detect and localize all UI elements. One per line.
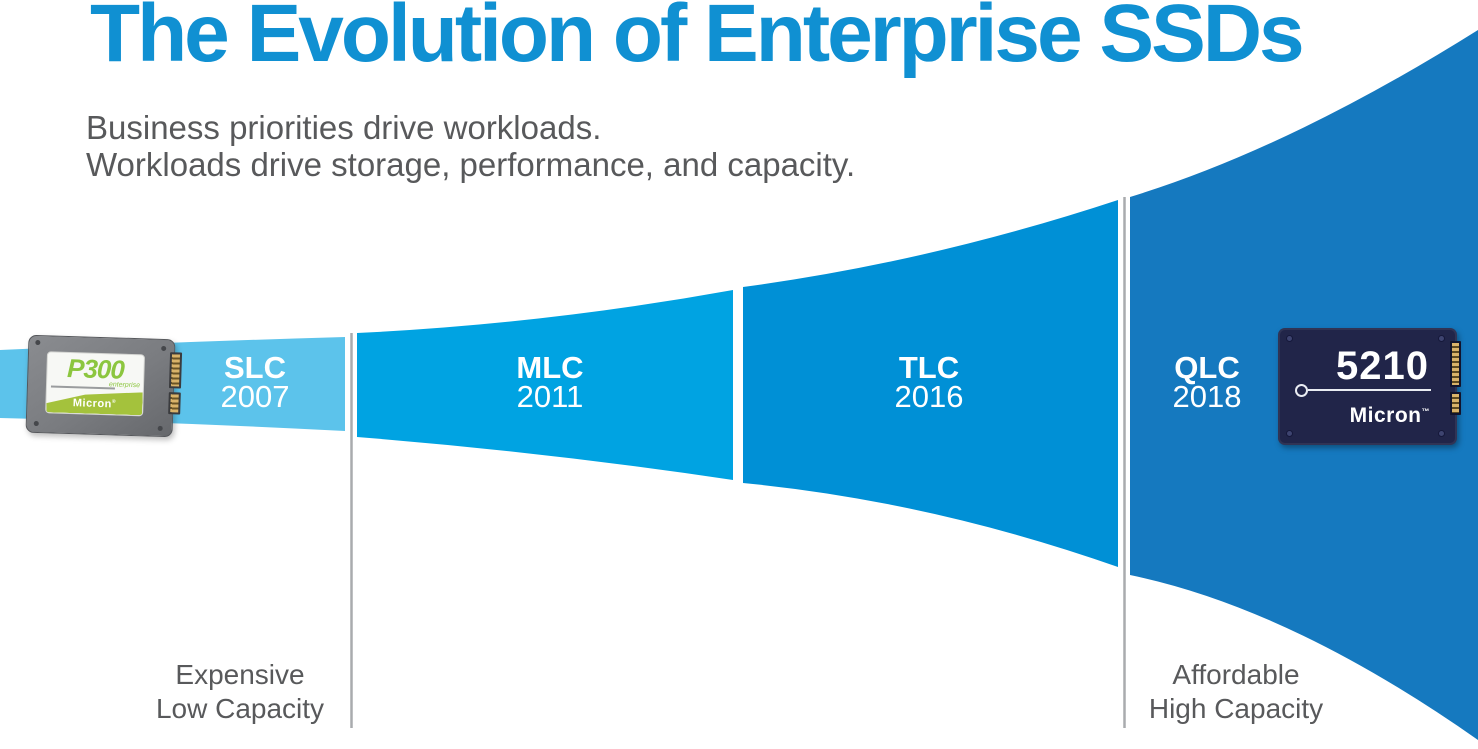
connector-pins bbox=[171, 354, 181, 387]
stage-year-mlc: 2011 bbox=[516, 379, 584, 414]
stage-name-mlc: MLC bbox=[516, 350, 584, 385]
ssd-image-5210: 5210 Micron™ bbox=[1278, 328, 1461, 445]
connector-pins bbox=[170, 394, 179, 413]
stage-year-tlc: 2016 bbox=[894, 379, 964, 414]
caption-left-line-1: Expensive bbox=[175, 659, 305, 690]
screw-icon bbox=[157, 425, 163, 431]
screw-icon bbox=[161, 345, 167, 352]
stage-year-qlc: 2018 bbox=[1172, 379, 1242, 414]
stage-name-tlc: TLC bbox=[898, 350, 960, 385]
screw-icon bbox=[1438, 430, 1445, 437]
p300-model-text: P300 bbox=[66, 352, 125, 385]
connector-pins bbox=[1452, 394, 1459, 413]
caption-right-line-1: Affordable bbox=[1172, 659, 1300, 690]
caption-affordable-high-capacity: Affordable High Capacity bbox=[1116, 658, 1356, 726]
funnel-segment-tlc bbox=[743, 200, 1118, 567]
stage-label-qlc: QLC 2018 bbox=[1097, 350, 1317, 414]
caption-right-line-2: High Capacity bbox=[1148, 693, 1324, 724]
p300-brand-band: Micron® bbox=[46, 389, 143, 415]
stage-name-slc: SLC bbox=[224, 350, 286, 385]
circle-icon bbox=[1295, 384, 1308, 397]
p300-brand-text: Micron bbox=[72, 397, 113, 411]
screw-icon bbox=[1438, 335, 1445, 342]
caption-expensive-low-capacity: Expensive Low Capacity bbox=[120, 658, 360, 726]
connector-pins bbox=[1452, 343, 1459, 385]
sata-connector-icon bbox=[1450, 341, 1461, 387]
screw-icon bbox=[35, 339, 41, 346]
micron-logo: Micron® bbox=[73, 397, 117, 410]
screw-icon bbox=[33, 420, 39, 427]
sata-connector-icon bbox=[1450, 392, 1461, 415]
ssd-image-p300: P300 enterprise Micron® bbox=[25, 334, 183, 438]
sata-connector-icon bbox=[168, 352, 183, 389]
p300-edition-text: enterprise bbox=[108, 381, 141, 390]
m5210-brand-text: Micron bbox=[1349, 404, 1422, 427]
screw-icon bbox=[1286, 430, 1293, 437]
stage-label-mlc: MLC 2011 bbox=[440, 350, 660, 414]
subtitle-line-1: Business priorities drive workloads. bbox=[86, 109, 602, 146]
screw-icon bbox=[1286, 335, 1293, 342]
stage-label-tlc: TLC 2016 bbox=[819, 350, 1039, 414]
sata-connector-icon bbox=[168, 392, 181, 415]
p300-label: P300 enterprise Micron® bbox=[45, 351, 146, 417]
subtitle-line-2: Workloads drive storage, performance, an… bbox=[86, 146, 856, 183]
m5210-model-text: 5210 bbox=[1336, 344, 1429, 388]
stage-name-qlc: QLC bbox=[1174, 350, 1240, 385]
page-title: The Evolution of Enterprise SSDs bbox=[90, 0, 1305, 79]
micron-logo: Micron™ bbox=[1350, 404, 1430, 428]
funnel-segment-mlc bbox=[357, 290, 733, 480]
m5210-tm-mark: ™ bbox=[1421, 407, 1430, 416]
p300-reg-mark: ® bbox=[111, 398, 117, 405]
subtitle: Business priorities drive workloads. Wor… bbox=[86, 109, 855, 183]
m5210-divider-line bbox=[1308, 389, 1431, 391]
p300-rule bbox=[50, 385, 115, 390]
stage-year-slc: 2007 bbox=[220, 379, 290, 414]
caption-left-line-2: Low Capacity bbox=[155, 693, 325, 724]
stage-label-slc: SLC 2007 bbox=[145, 350, 365, 414]
